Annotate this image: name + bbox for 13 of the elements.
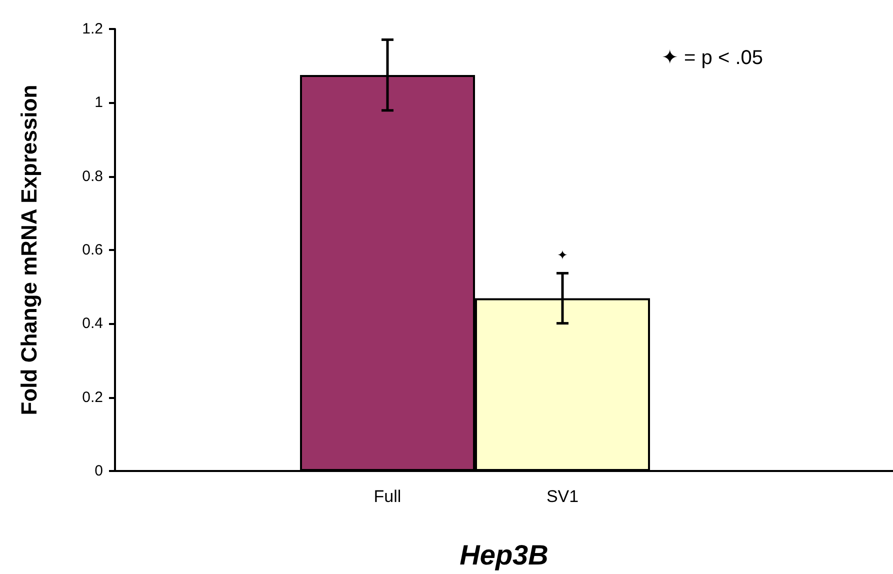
- x-axis-title: Hep3B: [460, 540, 548, 570]
- y-tick-label: 0: [94, 462, 103, 480]
- y-tick-label: 0.4: [82, 315, 103, 332]
- y-tick-label: 0.2: [82, 388, 103, 406]
- annotation: ✦ = p < .05: [661, 47, 764, 69]
- x-tick-label: Full: [374, 487, 402, 506]
- annotation: ✦: [557, 247, 568, 262]
- y-tick-label: 0.8: [82, 168, 103, 185]
- y-tick-label: 1: [94, 94, 103, 112]
- y-tick-label: 0.6: [82, 242, 103, 258]
- x-tick-label: SV1: [546, 487, 579, 506]
- y-tick-label: 1.2: [82, 20, 103, 38]
- y-axis-title: Fold Change mRNA Expression: [16, 84, 42, 416]
